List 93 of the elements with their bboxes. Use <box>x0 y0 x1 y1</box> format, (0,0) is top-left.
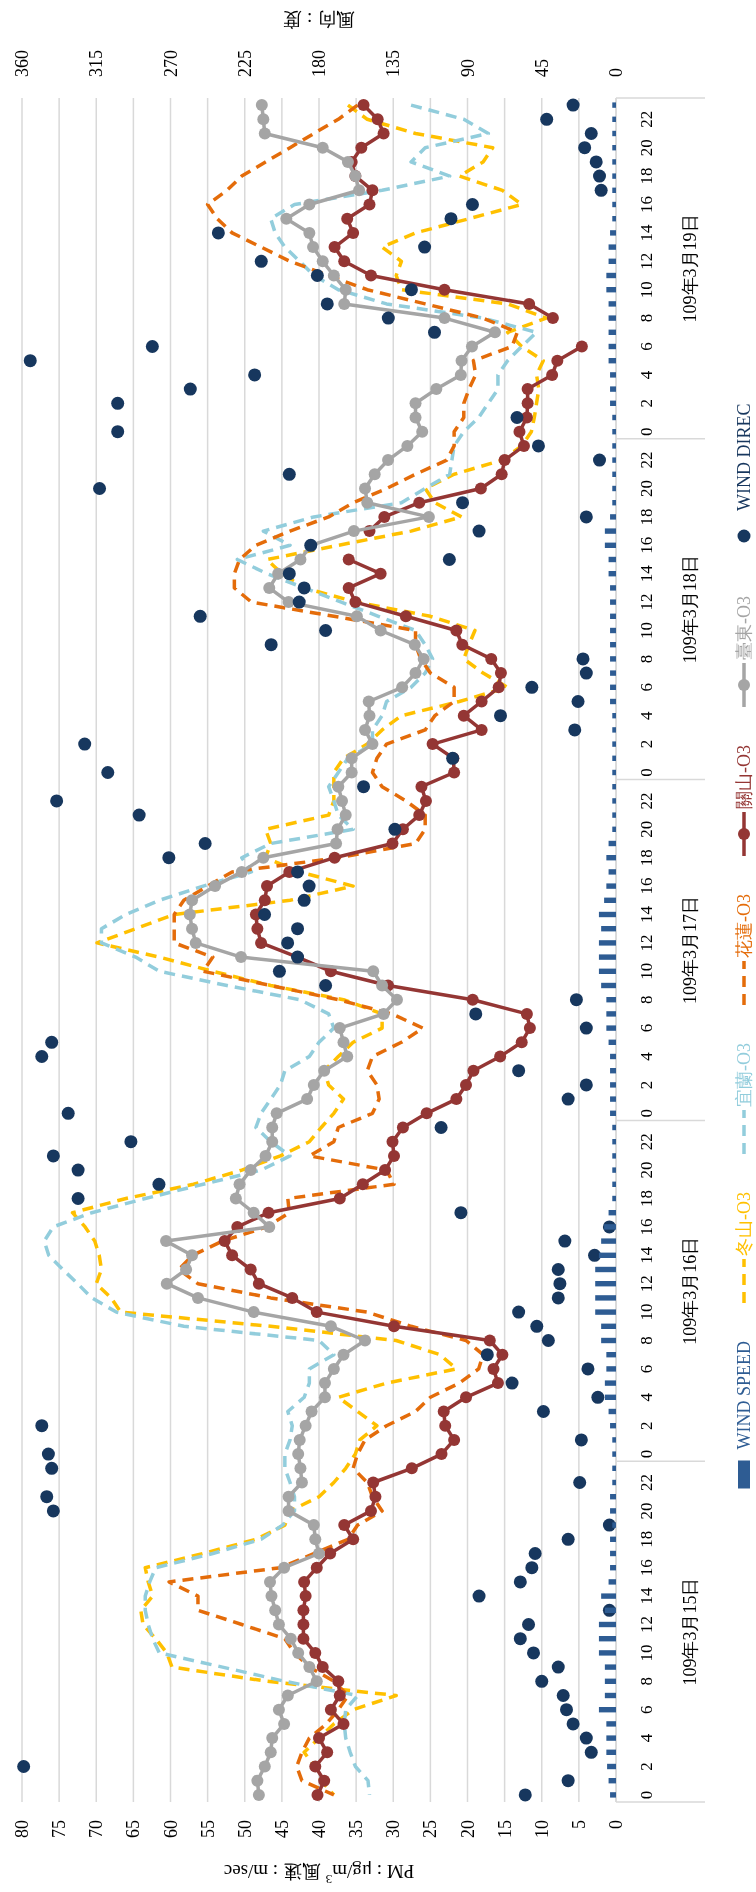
y-tick-label: 6 <box>636 342 656 351</box>
y-tick-label: 12 <box>636 252 656 270</box>
text: 109年3月19日 <box>680 214 700 323</box>
y-tick-label: 0 <box>636 427 656 436</box>
y-tick-label: 20 <box>636 820 656 838</box>
y-tick-label: 14 <box>636 1587 656 1605</box>
y-tick-label: 10 <box>636 1303 656 1321</box>
y-tick-label: 12 <box>636 1616 656 1633</box>
y-tick-label: 6 <box>636 1705 656 1714</box>
y-tick-label: 12 <box>636 934 656 952</box>
x-tick-label: 15 <box>494 1820 515 1838</box>
legend: WIND SPEED 冬山-O3 宜蘭-O3 花蓮-O3 關山-O3 臺東-O3 WIND DIREC <box>734 403 754 1489</box>
y-tick-label: 16 <box>636 196 656 213</box>
y-tick-label: 2 <box>636 1421 656 1430</box>
x-tick-label: 30 <box>383 1820 404 1838</box>
y-tick-label: 22 <box>636 1133 656 1151</box>
y-tick-label: 4 <box>636 1051 656 1061</box>
y-tick-label: 18 <box>636 1190 656 1207</box>
x-tick-label: 25 <box>420 1820 441 1838</box>
x2-tick-label: 0 <box>606 68 626 77</box>
y-tick-label: 18 <box>636 167 656 185</box>
y-tick-label: 4 <box>636 1392 656 1402</box>
y-tick-label: 22 <box>636 110 656 128</box>
x2-tick-label: 270 <box>160 50 181 77</box>
y-tick-label: 22 <box>636 792 656 810</box>
y-tick-label: 14 <box>636 564 656 583</box>
y-tick-label: 8 <box>636 1336 656 1345</box>
y-tick-label: 8 <box>636 995 656 1004</box>
x2-tick-label: 180 <box>309 50 329 77</box>
text: 109年3月17日 <box>680 896 700 1004</box>
x2-axis-title: 風向 : 度 <box>283 9 355 31</box>
x-tick-label: 0 <box>606 1820 626 1829</box>
x2-tick-label: 315 <box>86 50 107 77</box>
y-tick-label: 4 <box>636 1733 656 1743</box>
x2-tick-label: 360 <box>12 50 32 77</box>
x-tick-label: 70 <box>86 1820 107 1838</box>
y-tick-label: 16 <box>636 1559 656 1577</box>
y-tick-label: 14 <box>636 1246 656 1264</box>
x-tick-label: 50 <box>234 1820 255 1838</box>
x2-tick-label: 225 <box>234 50 255 77</box>
x-tick-label: 5 <box>568 1820 589 1829</box>
y-tick-label: 6 <box>636 1364 656 1374</box>
y-tick-label: 0 <box>636 1790 656 1800</box>
x2-tick-label: 45 <box>531 59 552 77</box>
y-tick-label: 2 <box>636 739 656 749</box>
y-tick-label: 14 <box>636 905 656 923</box>
y-tick-label: 20 <box>636 1161 656 1179</box>
y-tick-label: 12 <box>636 593 656 611</box>
y-tick-label: 10 <box>636 962 656 980</box>
y-tick-label: 18 <box>636 508 656 526</box>
y-tick-label: 10 <box>636 622 656 639</box>
y-tick-label: 18 <box>636 1530 656 1548</box>
x-tick-label: 55 <box>197 1820 218 1838</box>
x-tick-label: 35 <box>346 1820 367 1838</box>
y-tick-label: 8 <box>636 1677 656 1686</box>
y-tick-label: 10 <box>636 281 656 299</box>
y-tick-label: 6 <box>636 1023 656 1033</box>
y-tick-label: 16 <box>636 1218 656 1236</box>
y-tick-label: 20 <box>636 1502 656 1520</box>
y-tick-label: 18 <box>636 849 656 867</box>
y-tick-label: 14 <box>636 223 656 242</box>
text: 109年3月18日 <box>680 555 700 664</box>
x-tick-label: 65 <box>123 1820 144 1838</box>
y-tick-label: 4 <box>636 370 656 380</box>
y-tick-label: 20 <box>636 139 656 157</box>
x2-tick-label: 90 <box>457 59 478 77</box>
y-tick-label: 0 <box>636 1109 656 1118</box>
y-tick-label: 16 <box>636 877 656 895</box>
y-tick-label: 2 <box>636 399 656 408</box>
y-tick-label: 16 <box>636 536 656 554</box>
y-tick-label: 8 <box>636 313 656 323</box>
text: 109年3月15日 <box>680 1577 700 1686</box>
y-tick-label: 0 <box>636 768 656 777</box>
y-tick-label: 12 <box>636 1275 656 1293</box>
x-tick-label: 60 <box>160 1820 181 1838</box>
y-tick-label: 22 <box>636 451 656 469</box>
y-tick-label: 6 <box>636 683 656 692</box>
text: 109年3月16日 <box>680 1236 700 1345</box>
y-tick-label: 4 <box>636 710 656 720</box>
x-tick-label: 75 <box>49 1820 70 1838</box>
y-tick-label: 2 <box>636 1762 656 1771</box>
y-tick-label: 20 <box>636 480 656 497</box>
x-tick-label: 40 <box>309 1820 329 1838</box>
y-tick-label: 0 <box>636 1449 656 1459</box>
y-tick-label: 8 <box>636 654 656 664</box>
x-tick-label: 20 <box>457 1820 478 1838</box>
x2-tick-label: 135 <box>383 50 404 77</box>
x-tick-label: 45 <box>271 1820 292 1838</box>
y-tick-label: 22 <box>636 1474 656 1491</box>
y-tick-label: 2 <box>636 1080 656 1090</box>
x-tick-label: 10 <box>531 1820 552 1838</box>
x-tick-label: 80 <box>12 1820 32 1838</box>
y-tick-label: 10 <box>636 1644 656 1662</box>
